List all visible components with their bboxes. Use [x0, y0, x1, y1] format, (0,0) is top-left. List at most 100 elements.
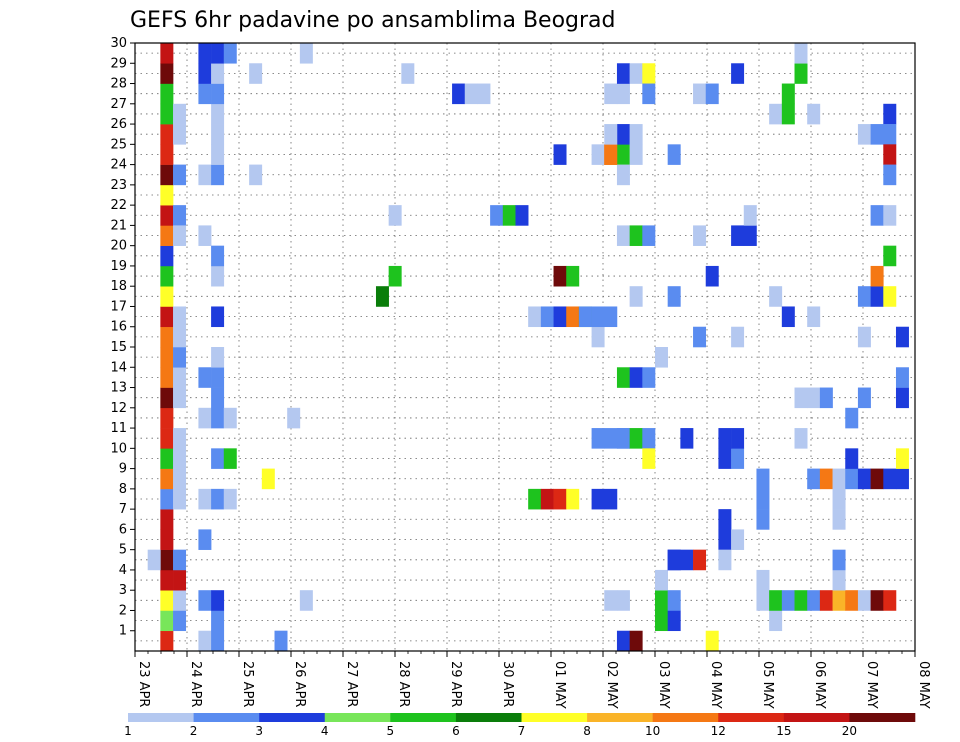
- y-tick-label: 1: [119, 624, 127, 639]
- heatmap-cell: [718, 549, 732, 571]
- legend-label: 3: [255, 724, 263, 738]
- heatmap-cell: [667, 590, 681, 611]
- y-tick-label: 3: [119, 583, 127, 598]
- heatmap-cell: [743, 225, 757, 246]
- heatmap-cell: [211, 164, 225, 186]
- heatmap-cell: [616, 124, 630, 145]
- heatmap-cell: [756, 488, 770, 510]
- y-tick-label: 11: [110, 421, 127, 436]
- heatmap-cell: [616, 225, 630, 246]
- legend-swatch: [390, 713, 457, 722]
- heatmap-cell: [553, 488, 567, 510]
- heatmap-cell: [173, 326, 187, 348]
- x-tick-label: 03 MAY: [656, 661, 671, 709]
- y-tick-label: 8: [119, 482, 127, 497]
- heatmap-cell: [223, 407, 237, 429]
- heatmap-cell: [198, 630, 212, 652]
- heatmap-cell: [591, 326, 605, 348]
- heatmap-cell: [160, 448, 174, 469]
- heatmap-cell: [401, 63, 415, 84]
- heatmap-cell: [616, 144, 630, 165]
- heatmap-cell: [870, 124, 884, 145]
- heatmap-cell: [794, 43, 808, 64]
- heatmap-cell: [211, 43, 225, 64]
- heatmap-cell: [857, 468, 871, 490]
- heatmap-cell: [693, 549, 707, 571]
- y-tick-label: 12: [110, 401, 127, 416]
- legend-swatch: [128, 713, 194, 722]
- heatmap-cell: [160, 83, 174, 105]
- heatmap-cell: [845, 468, 859, 490]
- heatmap-cell: [794, 63, 808, 84]
- heatmap-cell: [616, 63, 630, 84]
- legend-label: 1: [124, 724, 132, 738]
- x-tick-label: 04 MAY: [708, 661, 723, 709]
- y-tick-label: 25: [110, 137, 127, 152]
- heatmap-cell: [490, 205, 504, 226]
- y-tick-label: 18: [110, 279, 127, 294]
- heatmap-cell: [769, 103, 783, 125]
- y-tick-label: 22: [110, 198, 127, 213]
- y-tick-label: 9: [119, 462, 127, 477]
- heatmap-cell: [655, 347, 668, 368]
- heatmap-cell: [464, 83, 478, 105]
- heatmap-cell: [160, 569, 174, 591]
- heatmap-cell: [794, 387, 808, 409]
- heatmap-cell: [655, 569, 668, 591]
- heatmap-cell: [211, 124, 225, 145]
- heatmap-cell: [211, 347, 225, 368]
- heatmap-cell: [731, 326, 745, 348]
- y-tick-label: 7: [119, 502, 127, 517]
- heatmap-cell: [781, 103, 795, 125]
- heatmap-cell: [807, 306, 821, 328]
- heatmap-cell: [756, 468, 770, 490]
- heatmap-cell: [667, 549, 681, 571]
- heatmap-cell: [553, 265, 567, 287]
- legend-swatch: [259, 713, 326, 722]
- heatmap-cell: [845, 590, 859, 611]
- heatmap-cell: [173, 448, 187, 469]
- heatmap-cell: [211, 610, 225, 632]
- heatmap-cell: [566, 265, 580, 287]
- heatmap-cell: [857, 286, 871, 307]
- heatmap-cell: [211, 448, 225, 469]
- heatmap-cell: [832, 569, 846, 591]
- heatmap-cell: [160, 590, 174, 611]
- heatmap-cell: [667, 286, 681, 307]
- heatmap-cell: [515, 205, 529, 226]
- heatmap-cell: [604, 144, 618, 165]
- heatmap-cell: [845, 448, 859, 469]
- x-tick-label: 02 MAY: [604, 661, 619, 709]
- heatmap-cell: [198, 367, 212, 388]
- chart-axes: 1234567891011121314151617181920212223242…: [110, 36, 931, 709]
- heatmap-cell: [160, 164, 174, 186]
- heatmap-cell: [553, 306, 567, 328]
- heatmap-cell: [616, 428, 630, 449]
- heatmap-cell: [857, 124, 871, 145]
- x-tick-label: 28 APR: [396, 661, 411, 707]
- legend-label: 15: [776, 724, 791, 738]
- heatmap-cell: [832, 509, 846, 530]
- heatmap-cell: [299, 590, 313, 611]
- y-tick-label: 26: [110, 117, 127, 132]
- heatmap-cell: [857, 387, 871, 409]
- heatmap-cell: [223, 43, 237, 64]
- heatmap-cell: [211, 83, 225, 105]
- heatmap-cell: [616, 590, 630, 611]
- heatmap-cell: [160, 549, 174, 571]
- heatmap-cell: [883, 286, 897, 307]
- heatmap-cell: [388, 265, 402, 287]
- x-tick-label: 29 APR: [448, 661, 463, 707]
- legend-label: 12: [711, 724, 726, 738]
- heatmap-cell: [566, 306, 580, 328]
- heatmap-cell: [756, 590, 770, 611]
- y-tick-label: 4: [119, 563, 127, 578]
- heatmap-cell: [173, 549, 187, 571]
- x-tick-label: 01 MAY: [552, 661, 567, 709]
- heatmap-cell: [160, 144, 174, 165]
- heatmap-cell: [160, 63, 174, 84]
- heatmap-cell: [870, 590, 884, 611]
- heatmap-cell: [629, 124, 643, 145]
- legend-swatch: [455, 713, 522, 722]
